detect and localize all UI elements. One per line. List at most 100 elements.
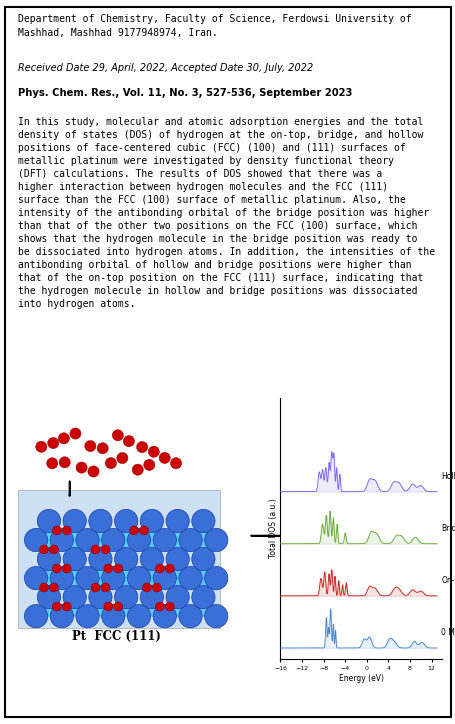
Text: Bridge: Bridge bbox=[440, 524, 455, 533]
Polygon shape bbox=[190, 578, 216, 597]
Polygon shape bbox=[87, 597, 113, 616]
Circle shape bbox=[166, 547, 189, 571]
X-axis label: Energy (eV): Energy (eV) bbox=[338, 674, 383, 683]
Polygon shape bbox=[62, 521, 87, 540]
Circle shape bbox=[158, 454, 169, 466]
Circle shape bbox=[204, 529, 228, 552]
Circle shape bbox=[192, 586, 215, 609]
Text: Pt  FCC (111): Pt FCC (111) bbox=[72, 630, 161, 643]
Circle shape bbox=[97, 441, 108, 452]
Circle shape bbox=[49, 545, 58, 554]
Circle shape bbox=[165, 564, 174, 573]
Circle shape bbox=[178, 566, 202, 590]
Circle shape bbox=[50, 566, 73, 590]
Circle shape bbox=[140, 547, 163, 571]
Circle shape bbox=[114, 510, 137, 533]
Text: Received Date 29, April, 2022, Accepted Date 30, July, 2022: Received Date 29, April, 2022, Accepted … bbox=[18, 63, 313, 73]
Circle shape bbox=[52, 564, 61, 573]
Polygon shape bbox=[62, 578, 87, 597]
Polygon shape bbox=[113, 540, 139, 559]
Circle shape bbox=[165, 602, 174, 611]
Circle shape bbox=[124, 434, 135, 445]
Circle shape bbox=[89, 547, 112, 571]
Circle shape bbox=[25, 529, 48, 552]
Circle shape bbox=[136, 445, 147, 456]
Circle shape bbox=[101, 566, 125, 590]
Text: Department of Chemistry, Faculty of Science, Ferdowsi University of
Mashhad, Mas: Department of Chemistry, Faculty of Scie… bbox=[18, 14, 411, 38]
Circle shape bbox=[25, 566, 48, 590]
Polygon shape bbox=[164, 559, 190, 578]
Circle shape bbox=[89, 586, 112, 609]
Polygon shape bbox=[164, 521, 190, 540]
Circle shape bbox=[166, 586, 189, 609]
Circle shape bbox=[171, 456, 182, 467]
Circle shape bbox=[37, 547, 61, 571]
Circle shape bbox=[127, 529, 150, 552]
Circle shape bbox=[129, 526, 138, 535]
Circle shape bbox=[101, 605, 125, 628]
Circle shape bbox=[48, 439, 59, 450]
Circle shape bbox=[62, 602, 71, 611]
Circle shape bbox=[40, 545, 48, 554]
Polygon shape bbox=[36, 559, 62, 578]
Polygon shape bbox=[62, 559, 87, 578]
Polygon shape bbox=[87, 578, 113, 597]
Text: In this study, molecular and atomic adsorption energies and the total
density of: In this study, molecular and atomic adso… bbox=[18, 117, 435, 309]
Polygon shape bbox=[36, 540, 62, 559]
Circle shape bbox=[204, 566, 228, 590]
Circle shape bbox=[25, 605, 48, 628]
Circle shape bbox=[62, 564, 71, 573]
Circle shape bbox=[70, 429, 81, 440]
Circle shape bbox=[178, 605, 202, 628]
Polygon shape bbox=[113, 521, 139, 540]
Circle shape bbox=[204, 605, 228, 628]
Circle shape bbox=[63, 586, 86, 609]
Circle shape bbox=[104, 602, 112, 611]
Circle shape bbox=[88, 466, 99, 477]
Circle shape bbox=[101, 583, 110, 592]
Circle shape bbox=[63, 547, 86, 571]
Polygon shape bbox=[36, 578, 62, 597]
Circle shape bbox=[152, 583, 161, 592]
Circle shape bbox=[101, 545, 110, 554]
Polygon shape bbox=[87, 559, 113, 578]
Polygon shape bbox=[62, 540, 87, 559]
Circle shape bbox=[153, 529, 176, 552]
Circle shape bbox=[140, 586, 163, 609]
Circle shape bbox=[105, 458, 116, 469]
Circle shape bbox=[91, 545, 100, 554]
Polygon shape bbox=[190, 597, 216, 616]
Polygon shape bbox=[139, 521, 164, 540]
Circle shape bbox=[140, 510, 163, 533]
Circle shape bbox=[52, 526, 61, 535]
Circle shape bbox=[62, 526, 71, 535]
Circle shape bbox=[113, 602, 122, 611]
Circle shape bbox=[139, 526, 148, 535]
Polygon shape bbox=[139, 540, 164, 559]
Y-axis label: Total DOS (a.u.): Total DOS (a.u.) bbox=[268, 499, 277, 558]
Circle shape bbox=[114, 547, 137, 571]
Text: On-top: On-top bbox=[440, 576, 455, 585]
Circle shape bbox=[153, 605, 176, 628]
Circle shape bbox=[192, 510, 215, 533]
Polygon shape bbox=[164, 597, 190, 616]
Circle shape bbox=[58, 432, 69, 443]
Circle shape bbox=[111, 432, 122, 443]
Circle shape bbox=[37, 510, 61, 533]
Circle shape bbox=[166, 510, 189, 533]
Circle shape bbox=[40, 583, 48, 592]
Circle shape bbox=[127, 605, 150, 628]
Polygon shape bbox=[139, 559, 164, 578]
Text: Hollow: Hollow bbox=[440, 472, 455, 481]
FancyArrowPatch shape bbox=[251, 535, 282, 536]
Circle shape bbox=[116, 452, 127, 463]
Circle shape bbox=[85, 442, 96, 453]
Circle shape bbox=[131, 460, 143, 471]
Polygon shape bbox=[139, 578, 164, 597]
Polygon shape bbox=[190, 521, 216, 540]
Circle shape bbox=[76, 529, 99, 552]
Circle shape bbox=[113, 564, 122, 573]
Circle shape bbox=[104, 564, 112, 573]
Polygon shape bbox=[164, 540, 190, 559]
Circle shape bbox=[37, 586, 61, 609]
